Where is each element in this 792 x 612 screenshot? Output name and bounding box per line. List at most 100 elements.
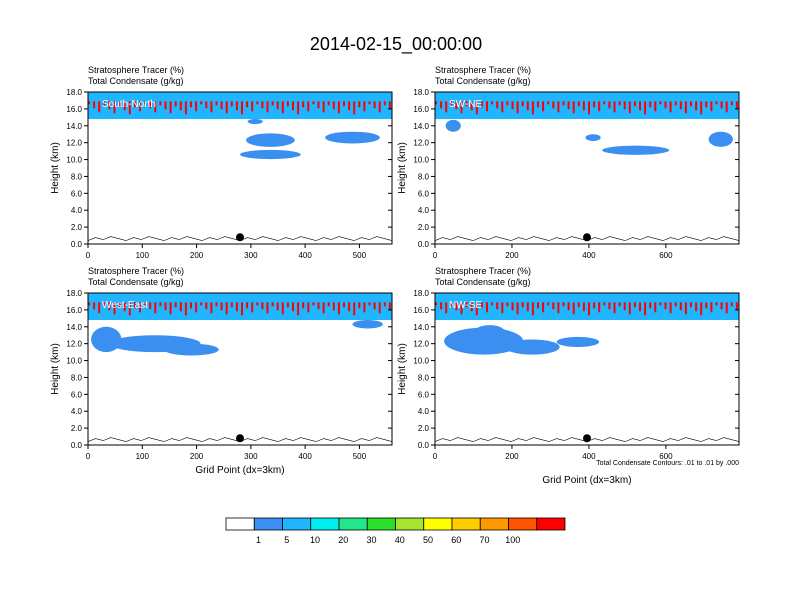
tracer-spike [307, 101, 310, 112]
x-axis-label: Grid Point (dx=3km) [542, 475, 631, 486]
tracer-spike [501, 101, 504, 113]
tracer-spike [353, 302, 356, 316]
tracer-spike [88, 302, 90, 306]
x-tick-label: 200 [505, 251, 519, 260]
y-tick-label: 6.0 [71, 189, 83, 198]
tracer-spike [542, 101, 545, 112]
tracer-spike [613, 302, 616, 314]
tracer-spike [475, 302, 478, 316]
tracer-spike [317, 101, 320, 109]
tracer-spike [271, 302, 274, 307]
colorbar-label: 40 [395, 535, 405, 545]
tracer-spike [286, 302, 289, 308]
tracer-spike [332, 302, 335, 311]
plot-frame [434, 91, 740, 245]
colorbar-label: 100 [505, 535, 520, 545]
tracer-spike [608, 101, 611, 109]
tracer-spike [302, 302, 305, 309]
colorbar-label: 10 [310, 535, 320, 545]
tracer-spike [363, 302, 366, 313]
tracer-spike [378, 302, 381, 314]
tracer-spike [312, 101, 315, 105]
x-tick-label: 200 [505, 452, 519, 461]
tracer-spike [388, 302, 391, 311]
tracer-band-8 [88, 293, 392, 321]
y-tick-label: 8.0 [418, 172, 430, 181]
x-tick-label: 300 [244, 452, 258, 461]
colorbar-label: 1 [256, 535, 261, 545]
y-tick-label: 4.0 [418, 206, 430, 215]
tracer-spike [710, 101, 713, 112]
tracer-spike [190, 101, 192, 108]
y-tick-label: 4.0 [71, 407, 83, 416]
cross-section-label: South-North [102, 99, 156, 110]
cloud-region-0 [246, 133, 295, 147]
tracer-spike [531, 302, 534, 316]
tracer-spike [715, 302, 718, 306]
x-axis-label: Grid Point (dx=3km) [195, 465, 284, 476]
x-tick-label: 200 [190, 251, 204, 260]
tracer-spike [133, 101, 136, 108]
tracer-spike [526, 101, 529, 111]
tracer-spike [720, 302, 723, 310]
tracer-spike [537, 302, 539, 309]
colorbar-swatch [253, 517, 283, 531]
tracer-spike [460, 302, 463, 315]
tracer-spike [358, 302, 361, 309]
tracer-spike [353, 101, 356, 115]
tracer-spike [98, 101, 101, 113]
tracer-spike [297, 302, 300, 316]
colorbar-swatch [366, 517, 396, 531]
x-tick-label: 400 [582, 452, 596, 461]
tracer-spike [664, 101, 667, 109]
y-tick-label: 14.0 [413, 122, 429, 131]
tracer-spike [343, 302, 345, 308]
tracer-spike [465, 302, 468, 308]
x-tick-label: 300 [244, 251, 258, 260]
tracer-spike [486, 302, 488, 313]
tracer-spike [261, 302, 264, 310]
y-tick-label: 10.0 [66, 156, 82, 165]
panel-nw-se: 0.0 2.0 4.0 6.0 8.0 10.0 12.0 14.0 16.0 18.0 0 200 4… [397, 266, 740, 486]
y-tick-label: 8.0 [71, 373, 83, 382]
x-tick-label: 0 [86, 452, 91, 461]
tracer-spike [547, 302, 550, 306]
tracer-spike [470, 101, 473, 111]
colorbar-swatch [310, 517, 340, 531]
cross-section-label: West-East [102, 300, 148, 311]
y-tick-label: 16.0 [413, 306, 429, 315]
colorbar-swatch [338, 517, 368, 531]
tracer-spike [149, 101, 152, 109]
tracer-spike [154, 101, 157, 113]
tracer-spike [225, 302, 228, 315]
y-axis-label: Height (km) [397, 343, 408, 395]
tracer-spike [373, 101, 376, 109]
tracer-spike [235, 302, 238, 312]
y-tick-label: 12.0 [413, 340, 429, 349]
tracer-spike [710, 302, 713, 313]
tracer-spike [674, 101, 677, 106]
tracer-spike [307, 302, 310, 313]
y-tick-label: 14.0 [66, 323, 82, 332]
tracer-band-8 [435, 293, 739, 321]
tracer-spike [368, 101, 371, 105]
tracer-spike [618, 101, 621, 106]
tracer-spike [506, 302, 509, 307]
tracer-band-8 [435, 92, 739, 120]
tracer-spike [322, 302, 325, 314]
tracer-spike [511, 101, 514, 110]
tracer-spike [623, 101, 626, 110]
tracer-spike [440, 302, 443, 310]
tracer-spike [531, 101, 534, 115]
tracer-spike [179, 302, 182, 312]
tracer-spike [154, 302, 157, 314]
tracer-spike [195, 302, 198, 313]
tracer-spike [690, 302, 692, 308]
tracer-spike [435, 101, 437, 105]
tracer-spike [664, 302, 667, 310]
tracer-spike [639, 101, 641, 111]
tracer-spike [205, 302, 208, 310]
cloud-region-2 [556, 336, 600, 348]
tracer-spike [302, 101, 305, 108]
tracer-spike [348, 302, 351, 312]
